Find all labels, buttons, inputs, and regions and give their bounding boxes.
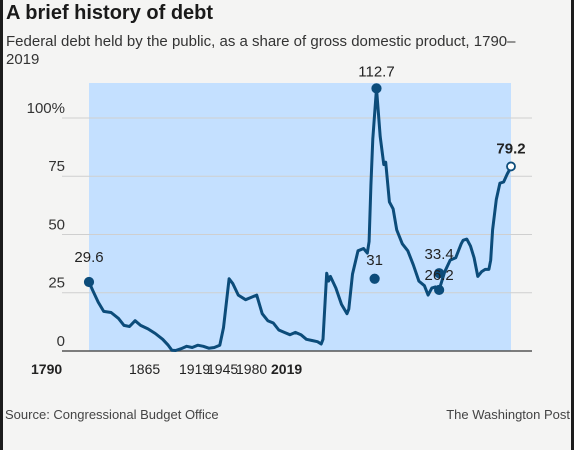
right-border: [571, 0, 574, 450]
x-tick-label: 1865: [129, 361, 160, 377]
x-tick-label: 1945: [207, 361, 238, 377]
annotation-marker: [83, 276, 95, 288]
x-tick-label: 1919: [179, 361, 210, 377]
y-tick-label: 0: [57, 333, 65, 350]
x-tick-label: 1790: [31, 361, 62, 377]
annotation-marker: [434, 284, 445, 296]
source-note: Source: Congressional Budget Office: [5, 407, 219, 422]
annotation-label: 26.2: [425, 267, 454, 284]
annotation-marker: [371, 83, 382, 94]
plot-background: [89, 83, 511, 351]
annotation-label: 29.6: [74, 249, 103, 266]
annotations: 29.6 31 33.4 112.7 26.2 79.2: [74, 63, 526, 296]
y-tick-label: 100%: [27, 100, 65, 117]
y-tick-label: 50: [48, 216, 65, 233]
series-line-debt: [87, 86, 513, 352]
grid-lines: [62, 117, 532, 352]
y-tick-label: 75: [48, 158, 65, 175]
y-tick-label: 25: [48, 275, 65, 292]
annotation-marker: [506, 161, 516, 172]
annotation-label: 112.7: [358, 63, 394, 80]
chart-title: A brief history of debt: [6, 2, 214, 24]
annotation-label: 33.4: [425, 246, 454, 263]
annotation-marker: [434, 268, 445, 279]
credit-note: The Washington Post: [446, 407, 570, 422]
annotation-label: 31: [366, 252, 383, 269]
y-axis-ticks: 0 25 50 75 100%: [27, 100, 65, 350]
annotation-marker: [369, 273, 380, 284]
left-border: [0, 0, 3, 450]
annotation-label: 79.2: [496, 140, 525, 157]
x-tick-label: 2019: [271, 361, 302, 377]
x-tick-label: 1980: [236, 361, 267, 377]
chart-subtitle: Federal debt held by the public, as a sh…: [6, 33, 516, 68]
